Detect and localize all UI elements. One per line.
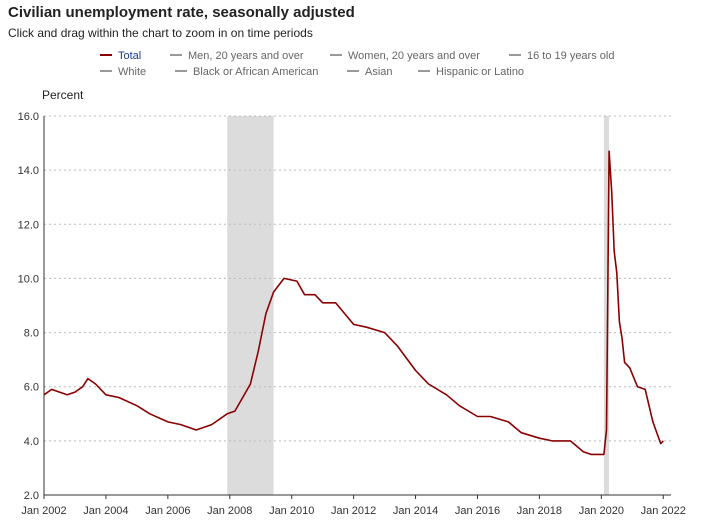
legend-line-icon	[330, 54, 342, 57]
grid-lines	[44, 115, 671, 496]
legend-label: Men, 20 years and over	[188, 50, 304, 62]
legend-item-black[interactable]: Black or African American	[175, 66, 318, 78]
legend-item-16-to-19[interactable]: 16 to 19 years old	[509, 50, 614, 62]
legend-item-women-20-and-over[interactable]: Women, 20 years and over	[330, 50, 480, 62]
legend-item-total[interactable]: Total	[100, 50, 141, 62]
axes	[43, 116, 671, 499]
y-tick-label: 10.0	[18, 273, 39, 285]
x-tick-label: Jan 2002	[21, 505, 66, 517]
y-tick-label: 6.0	[24, 382, 39, 394]
x-tick-labels: Jan 2002 Jan 2004 Jan 2006 Jan 2008 Jan 2010…	[21, 505, 686, 517]
legend-line-icon	[100, 70, 112, 73]
legend-label: Asian	[365, 66, 393, 78]
legend-line-icon	[175, 70, 187, 73]
y-tick-label: 8.0	[24, 328, 39, 340]
legend-item-white[interactable]: White	[100, 66, 146, 78]
legend-label: Hispanic or Latino	[436, 66, 525, 78]
legend-label: Women, 20 years and over	[348, 50, 480, 62]
legend-item-hispanic[interactable]: Hispanic or Latino	[418, 66, 524, 78]
recession-bands	[227, 116, 610, 495]
recession-band	[227, 116, 274, 495]
chart-title: Civilian unemployment rate, seasonally a…	[8, 4, 355, 21]
x-tick-label: Jan 2010	[269, 505, 314, 517]
y-axis-label: Percent	[42, 88, 84, 102]
legend-line-icon	[509, 54, 521, 57]
x-tick-label: Jan 2006	[145, 505, 190, 517]
y-tick-label: 4.0	[24, 436, 39, 448]
x-tick-label: Jan 2014	[393, 505, 438, 517]
series-line-total	[43, 150, 664, 456]
legend-label: Total	[118, 50, 142, 62]
y-tick-label: 12.0	[18, 219, 39, 231]
legend-line-icon	[170, 54, 182, 57]
legend-label: Black or African American	[193, 66, 319, 78]
x-tick-label: Jan 2020	[579, 505, 624, 517]
y-tick-labels: 2.0 4.0 6.0 8.0 10.0 12.0 14.0 16.0	[18, 111, 39, 502]
x-tick-label: Jan 2018	[517, 505, 562, 517]
x-tick-label: Jan 2012	[331, 505, 376, 517]
legend-line-icon	[418, 70, 430, 73]
y-tick-label: 14.0	[18, 165, 39, 177]
x-tick-label: Jan 2016	[455, 505, 500, 517]
legend-label: White	[118, 66, 147, 78]
y-tick-label: 16.0	[18, 111, 39, 123]
x-tick-label: Jan 2022	[641, 505, 686, 517]
recession-band	[603, 116, 610, 495]
x-tick-label: Jan 2008	[207, 505, 252, 517]
chart-subtitle: Click and drag within the chart to zoom …	[8, 26, 313, 40]
legend-line-icon	[347, 70, 359, 73]
y-tick-label: 2.0	[24, 490, 39, 502]
legend-line-icon	[100, 54, 112, 57]
legend-item-men-20-and-over[interactable]: Men, 20 years and over	[170, 50, 304, 62]
legend-label: 16 to 19 years old	[527, 50, 615, 62]
x-tick-label: Jan 2004	[83, 505, 128, 517]
series-layer	[43, 150, 664, 456]
legend-item-asian[interactable]: Asian	[347, 66, 393, 78]
